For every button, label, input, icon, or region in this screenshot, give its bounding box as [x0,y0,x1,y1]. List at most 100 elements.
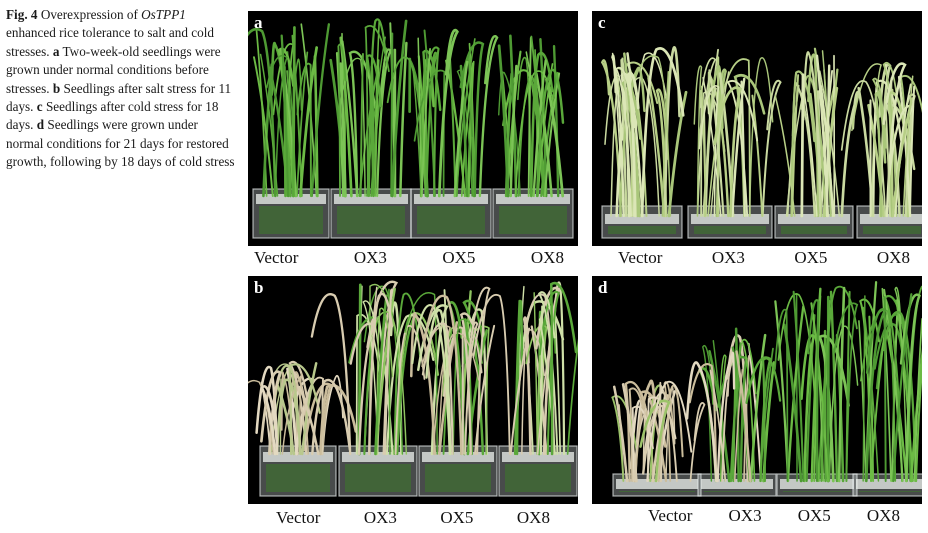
leaf [410,312,437,456]
leaf [288,363,321,456]
leaf [701,344,714,482]
leaf [646,380,693,482]
figure-number: Fig. 4 [6,7,38,22]
leaf [437,28,459,198]
leaf [310,23,331,198]
container-rim [414,194,488,204]
leaf [774,308,789,482]
container-rim [342,452,414,462]
leaf [259,53,279,197]
panel-d-plants [611,281,922,497]
gene-name: OsTPP1 [141,7,186,22]
leaf [621,80,642,218]
leaf [822,86,839,218]
panel-c-photo: c [592,11,922,246]
leaf [535,72,553,198]
leaf [802,51,822,218]
leaf [817,334,850,483]
leaf [280,34,290,198]
roots [781,226,847,234]
leaf [276,384,296,456]
leaf [915,358,922,482]
leaf [456,69,473,197]
label-ox8: OX8 [876,248,910,267]
leaf [298,385,320,456]
label-vector: Vector [648,506,693,525]
label-ox3: OX3 [728,506,762,525]
leaf [359,52,364,197]
leaf [647,396,677,482]
leaf [718,58,751,217]
leaf [300,362,318,456]
leaf [894,286,908,482]
caption-letter-c: c [36,99,43,115]
leaf [549,281,578,456]
leaf [369,65,375,198]
leaf [803,89,818,217]
leaf [800,334,816,483]
label-ox5: OX5 [440,508,474,527]
label-ox3: OX3 [711,248,745,267]
leaf [713,86,743,218]
leaf [913,318,922,482]
leaf [453,60,469,198]
leaf [891,311,899,483]
leaf [909,85,916,217]
panel-a-photo: a [248,11,578,246]
leaf [412,66,422,197]
leaf [819,84,835,218]
leaf [474,324,496,455]
leaf [288,360,311,456]
leaf [884,103,891,217]
leaf [661,71,670,217]
leaf [751,94,764,217]
leaf [883,296,887,482]
roots [337,206,405,234]
caption-text-c: Seedlings after cold stress for 18 days. [6,99,219,133]
leaf [902,75,914,217]
leaf [892,293,913,483]
leaf [845,290,851,483]
leaf [657,384,684,482]
leaf [341,40,359,198]
panel-a-plants [248,18,574,239]
caption-letter-b: b [52,80,61,96]
leaf [721,354,734,482]
leaf [800,73,805,218]
leaf [805,314,816,483]
roots [694,226,766,234]
leaf [255,365,279,456]
label-ox5: OX5 [797,506,831,525]
leaf [820,300,831,482]
leaf [626,52,644,218]
roots [499,206,567,234]
panel-c-plants [600,46,922,239]
leaf [367,18,387,198]
roots [505,464,571,492]
leaf [786,305,805,483]
leaf [840,90,861,218]
leaf [865,308,887,483]
leaf [367,292,394,456]
leaf [386,56,427,197]
leaf [882,62,907,218]
leaf [698,86,718,218]
leaf [735,350,752,483]
leaf [535,68,565,198]
leaf [858,320,867,482]
container-rim [860,214,922,224]
label-ox5: OX5 [442,248,476,267]
roots [417,206,485,234]
leaf [313,54,319,198]
leaf [624,381,650,483]
leaf [543,72,561,197]
leaf [897,75,912,218]
caption-text-a: Two-week-old seedlings were grown under … [6,43,221,96]
leaf [685,361,718,483]
leaf [509,64,518,198]
leaf [761,79,782,218]
panel-b-plants [248,280,578,497]
leaf [460,60,475,197]
leaf [819,70,841,217]
leaf [260,385,279,456]
